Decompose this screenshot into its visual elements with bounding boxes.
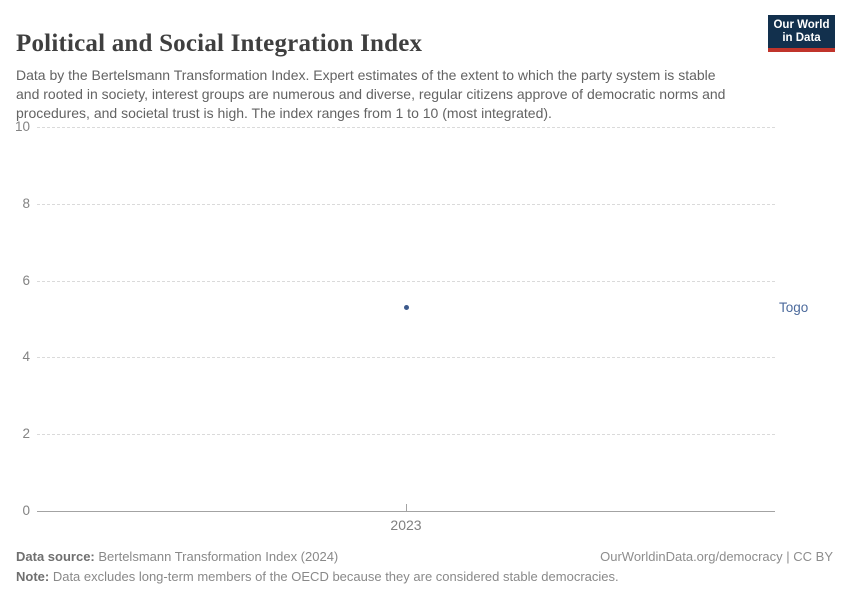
gridline-y-10 (37, 127, 775, 128)
owid-logo[interactable]: Our World in Data (768, 15, 835, 52)
owid-logo-accent-strip (768, 48, 835, 52)
owid-logo-box: Our World in Data (768, 15, 835, 48)
footer-rights-link[interactable]: OurWorldinData.org/democracy | CC BY (600, 549, 833, 564)
entity-label-togo[interactable]: Togo (779, 300, 809, 316)
owid-logo-line2: in Data (782, 31, 821, 44)
gridline-y-6 (37, 280, 775, 282)
y-tick-label-2: 2 (22, 426, 30, 442)
footer-data-source: Data source: Bertelsmann Transformation … (16, 549, 338, 564)
footer-note: Note: Data excludes long-term members of… (16, 569, 619, 584)
y-tick-label-4: 4 (22, 349, 30, 365)
y-tick-label-6: 6 (22, 272, 30, 288)
x-axis-line (37, 510, 775, 512)
gridline-y-4 (37, 357, 775, 359)
gridline-y-2 (37, 434, 775, 436)
x-tick-mark (406, 504, 407, 511)
footer-note-text: Data excludes long-term members of the O… (49, 569, 619, 584)
footer-data-source-label: Data source: (16, 549, 95, 564)
y-tick-label-8: 8 (22, 195, 30, 211)
y-tick-label-0: 0 (22, 503, 30, 518)
x-tick-label: 2023 (390, 517, 422, 533)
y-tick-label-10: 10 (14, 119, 30, 134)
footer-data-source-text: Bertelsmann Transformation Index (2024) (94, 549, 339, 564)
chart-subtitle: Data by the Bertelsmann Transformation I… (16, 67, 726, 121)
page-title: Political and Social Integration Index (16, 29, 423, 57)
footer-note-label: Note: (16, 569, 50, 584)
owid-logo-line1: Our World (773, 18, 830, 31)
data-point-togo (403, 304, 409, 310)
gridline-y-8 (37, 203, 775, 205)
